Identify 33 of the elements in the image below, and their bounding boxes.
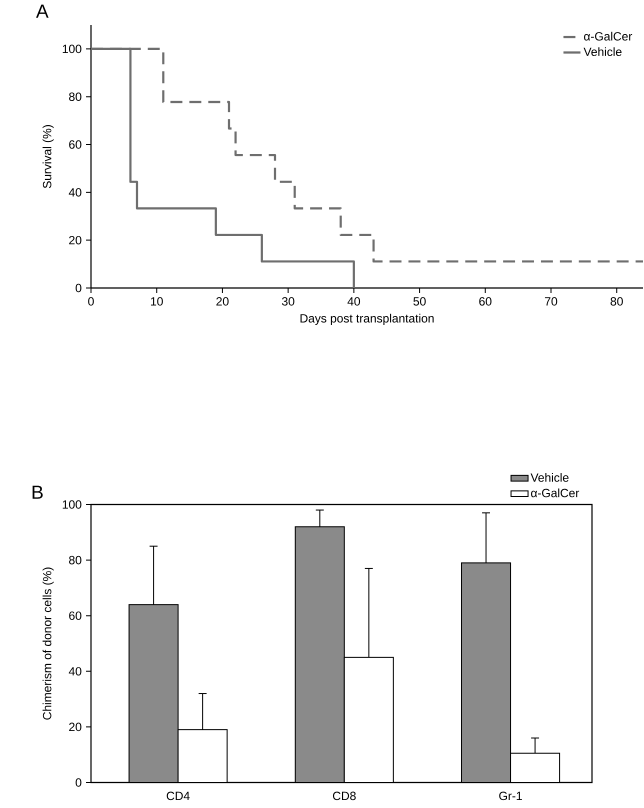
x-tick-label: 70 [544,297,558,306]
y-tick-label: 40 [68,188,82,197]
x-tick-label: 60 [479,297,492,306]
x-tick-label: CD4 [166,792,190,800]
y-tick-label: 0 [76,778,82,787]
y-tick-label: 60 [69,140,82,149]
x-tick-label: 10 [150,297,163,306]
y-tick-label: 60 [69,611,82,620]
y-tick-label: 100 [62,44,82,54]
y-tick-label: 80 [69,556,82,564]
text: B [32,486,43,499]
x-tick-label: 40 [347,297,360,306]
y-tick-label: 20 [69,722,82,732]
x-axis-title: Days post transplantation [300,314,434,325]
x-tick-label: 0 [88,297,94,306]
y-axis-title: Chimerism of donor cells (%) [42,568,54,720]
x-tick-label: Gr-1 [499,792,522,800]
legend-label: Vehicle [584,47,622,56]
y-tick-label: 40 [68,667,82,676]
y-tick-label: 0 [76,284,82,292]
x-tick-label: 80 [610,297,623,306]
y-tick-label: 20 [69,236,82,244]
y-tick-label: 80 [69,92,82,101]
y-axis-title: Survival (%) [42,125,54,188]
x-tick-label: 50 [413,297,426,306]
legend-label: α-GalCer [530,488,580,498]
x-tick-label: CD8 [332,792,356,800]
legend-label: α-GalCer [584,32,632,41]
x-tick-label: 20 [216,297,229,306]
text: A [36,4,49,18]
x-tick-label: 30 [282,297,294,306]
legend-label: Vehicle [530,473,569,482]
y-tick-label: 100 [62,500,82,509]
